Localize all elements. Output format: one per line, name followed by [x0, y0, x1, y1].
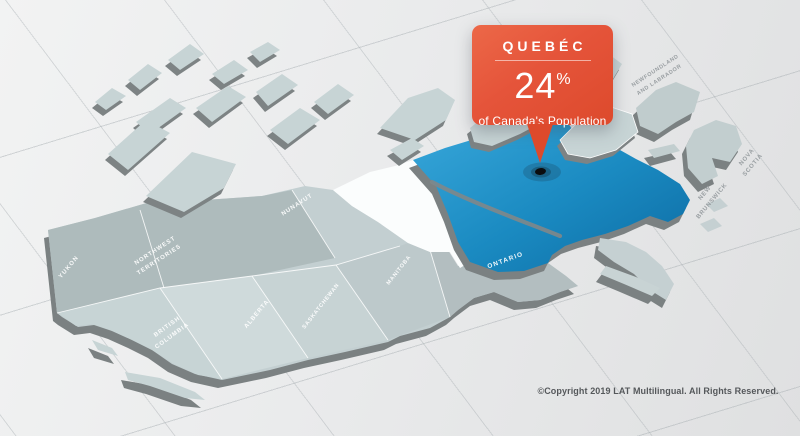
arctic-island	[128, 64, 162, 90]
copyright-text: ©Copyright 2019 LAT Multilingual. All Ri…	[537, 386, 779, 396]
province-alberta	[160, 276, 308, 379]
arctic-island	[256, 74, 298, 106]
island-newfoundland	[686, 120, 742, 184]
callout-value: 24%	[472, 63, 613, 111]
callout-pointer-tail	[527, 124, 553, 163]
arctic-island	[212, 60, 248, 84]
region-labrador	[636, 82, 700, 134]
callout-value-unit: %	[556, 71, 571, 88]
island-anticosti	[648, 144, 680, 158]
arctic-island	[314, 84, 354, 114]
arctic-island	[95, 88, 126, 110]
island-banks	[108, 120, 170, 170]
island-haida-gwaii	[92, 340, 118, 356]
region-nova-scotia-peninsula	[600, 266, 660, 296]
province-yukon-nwt	[48, 190, 335, 313]
province-british-columbia	[57, 288, 222, 379]
pacific-islands	[92, 340, 205, 400]
island-victoria	[146, 152, 236, 212]
quebec-callout: QUEBÉC 24% of Canada's Population	[472, 25, 613, 163]
province-borders	[56, 189, 451, 380]
callout-value-number: 24	[514, 65, 557, 106]
island-southampton	[380, 88, 455, 140]
callout-caption: of Canada's Population	[478, 114, 607, 128]
arctic-island	[390, 138, 424, 160]
arctic-island	[250, 42, 280, 62]
callout-title: QUEBÉC	[502, 38, 587, 54]
province-manitoba	[336, 243, 450, 340]
st-lawrence-river	[429, 179, 563, 239]
quebec-marker-dot	[535, 168, 546, 175]
island-vancouver	[125, 372, 205, 400]
arctic-island	[270, 108, 320, 144]
arctic-island	[196, 86, 246, 122]
callout-divider	[494, 60, 591, 61]
quebec-marker	[523, 162, 561, 182]
region-maritimes	[598, 238, 674, 300]
arctic-island	[168, 44, 204, 70]
island-cape-breton	[700, 218, 722, 232]
atlantic-region	[598, 82, 742, 300]
province-saskatchewan	[252, 265, 388, 358]
island-prince-edward	[706, 198, 728, 212]
